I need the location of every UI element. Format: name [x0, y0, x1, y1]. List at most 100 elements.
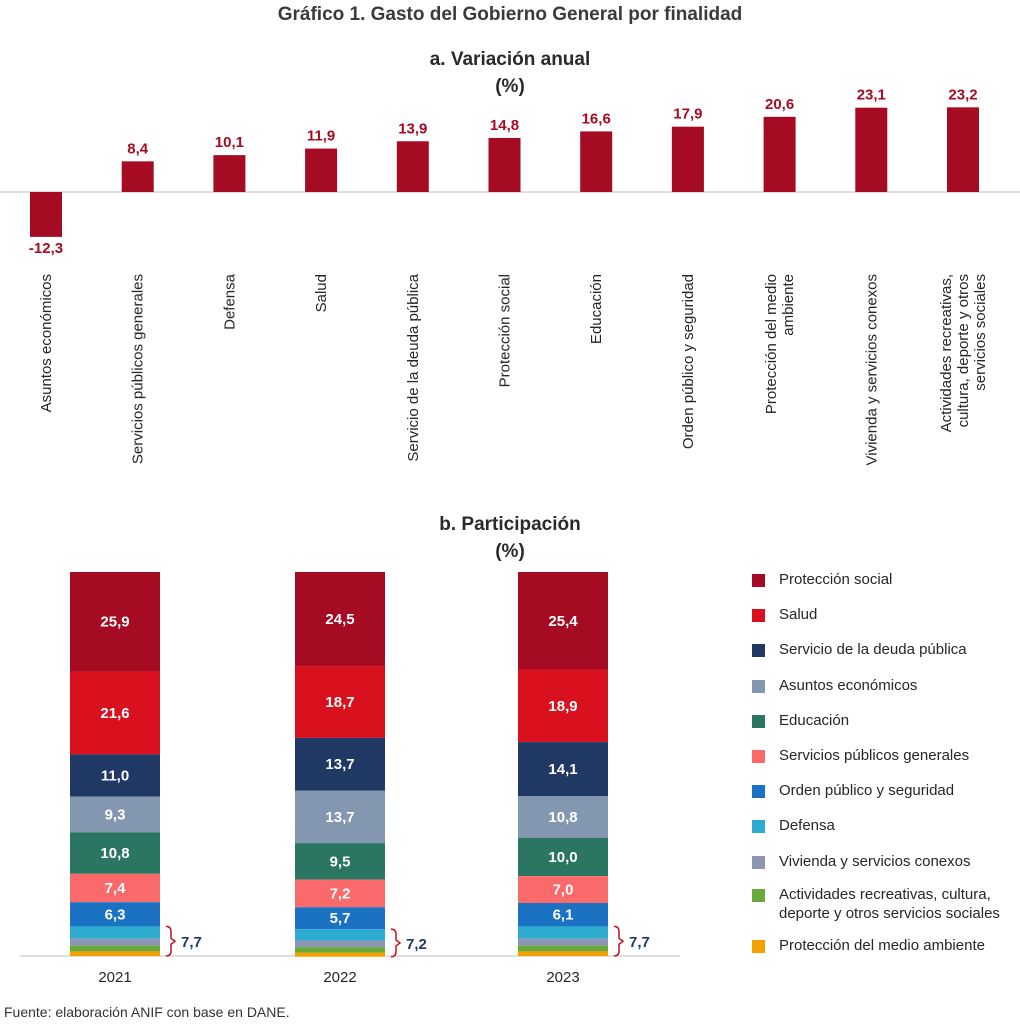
- segment-label: 10,8: [100, 845, 129, 862]
- segment-label: 7,0: [553, 882, 574, 899]
- stack-segment: [518, 572, 608, 670]
- segment-label: 13,7: [325, 756, 354, 773]
- legend-item: Servicios públicos generales: [752, 746, 1020, 765]
- segment-label: 25,9: [100, 614, 129, 631]
- stack-segment: [518, 796, 608, 838]
- bar: [396, 141, 429, 192]
- segment-label: 10,8: [548, 809, 577, 826]
- stack-segment: [70, 572, 160, 672]
- stack-segment: [518, 938, 608, 946]
- category-label-line: Protección del medio: [763, 274, 780, 414]
- bar: [121, 161, 154, 192]
- bar-data-label: 11,9: [307, 128, 335, 145]
- segment-label: 21,6: [100, 705, 129, 722]
- bar: [855, 107, 888, 192]
- stack-segment: [518, 837, 608, 877]
- legend-swatch: [752, 680, 765, 693]
- legend-label: Salud: [779, 606, 818, 623]
- category-label: Orden público y seguridad: [680, 274, 697, 449]
- bar-data-label: 23,1: [857, 87, 886, 104]
- year-label: 2022: [323, 969, 356, 986]
- legend-item: Actividades recreativas, cultura, deporte…: [752, 885, 1020, 923]
- legend-label: Protección social: [779, 571, 893, 588]
- participation-chart: 25,9 21,6 11,0 9,3 10,8 7,4 6,3 7,7 2021 24,5 18,7…: [20, 572, 680, 986]
- legend-label: Educación: [779, 712, 850, 729]
- legend-label-line: Actividades recreativas, cultura,: [779, 886, 991, 903]
- segment-label: 9,3: [105, 806, 126, 823]
- year-label: 2021: [98, 969, 131, 986]
- legend-swatch: [752, 889, 765, 902]
- category-label-line: Educación: [588, 274, 605, 344]
- legend-item: Defensa: [752, 816, 1020, 835]
- legend-label: Servicio de la deuda pública: [779, 641, 967, 658]
- legend-swatch: [752, 750, 765, 763]
- legend-item: Orden público y seguridad: [752, 781, 1020, 800]
- legend-swatch: [752, 574, 765, 587]
- stack-segment: [70, 832, 160, 874]
- category-label-line: Servicios públicos generales: [130, 274, 147, 464]
- stack-segment: [70, 926, 160, 939]
- legend-swatch: [752, 785, 765, 798]
- stack-segment: [518, 876, 608, 904]
- category-label-line: Protección social: [497, 274, 514, 387]
- panel-a-unit: (%): [495, 76, 525, 97]
- annual-variation-chart: -12,3 Asuntos económicos 8,4 Servicios públ…: [0, 86, 1020, 465]
- category-label: Actividades recreativas, cultura, deporte…: [938, 274, 989, 432]
- stack-segment: [70, 754, 160, 797]
- stack-segment: [518, 903, 608, 927]
- segment-label: 6,3: [105, 906, 126, 923]
- category-label-line: Actividades recreativas,: [938, 274, 955, 432]
- stack-segment: [518, 945, 608, 952]
- stack-segment: [295, 666, 385, 738]
- stack-segment: [70, 951, 160, 956]
- stack-segment: [70, 902, 160, 927]
- category-label-line: Salud: [313, 274, 330, 312]
- bar-data-label: -12,3: [29, 240, 63, 257]
- stack-segment: [295, 843, 385, 880]
- bar: [305, 148, 338, 192]
- bar-data-label: 16,6: [582, 110, 611, 127]
- category-label-line: Orden público y seguridad: [680, 274, 697, 449]
- source-note: Fuente: elaboración ANIF con base en DAN…: [4, 1004, 290, 1020]
- stack-segment: [295, 940, 385, 948]
- category-label-line: Asuntos económicos: [38, 274, 55, 412]
- bar: [213, 155, 246, 192]
- bracket-label: 7,2: [406, 936, 427, 953]
- category-label-line: Defensa: [221, 273, 238, 330]
- segment-label: 7,4: [105, 880, 127, 897]
- stack-segment: [70, 671, 160, 755]
- category-label-line: Vivienda y servicios conexos: [863, 274, 880, 465]
- legend-label-line: deporte y otros servicios sociales: [779, 905, 1000, 922]
- stack-segment: [295, 952, 385, 957]
- legend-swatch: [752, 715, 765, 728]
- bar: [763, 116, 796, 192]
- stack-segment: [295, 572, 385, 667]
- bar: [947, 107, 979, 192]
- stack-segment: [518, 669, 608, 743]
- legend-item: Protección social: [752, 570, 1020, 589]
- category-label: Servicios públicos generales: [130, 274, 147, 464]
- bracket: [165, 925, 177, 957]
- category-label: Educación: [588, 274, 605, 344]
- legend-swatch: [752, 644, 765, 657]
- bar: [671, 126, 704, 192]
- stack-segment: [518, 926, 608, 939]
- segment-label: 24,5: [325, 611, 354, 628]
- legend-swatch: [752, 609, 765, 622]
- stack-segment: [295, 879, 385, 908]
- segment-label: 7,2: [330, 885, 351, 902]
- stack-segment: [70, 945, 160, 952]
- segment-label: 14,1: [548, 761, 577, 778]
- stack-segment: [295, 790, 385, 844]
- segment-label: 9,5: [330, 853, 351, 870]
- legend-swatch: [752, 940, 765, 953]
- legend-item: Asuntos económicos: [752, 676, 1020, 695]
- legend-item: Salud: [752, 605, 1020, 624]
- segment-label: 13,7: [325, 809, 354, 826]
- panel-b-title: b. Participación: [439, 514, 581, 535]
- bar: [30, 192, 62, 237]
- legend-item: Servicio de la deuda pública: [752, 640, 1020, 659]
- stack-segment: [70, 938, 160, 946]
- stack-segment: [518, 951, 608, 956]
- segment-label: 18,7: [325, 694, 354, 711]
